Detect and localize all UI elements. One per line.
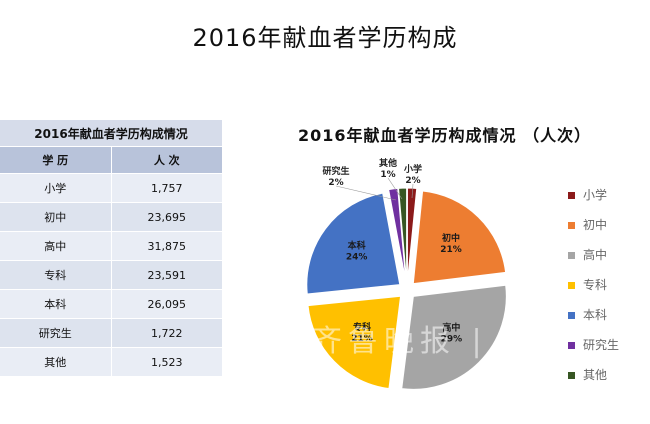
table-caption: 2016年献血者学历构成情况 [0,120,222,147]
data-label-1: 初中 21% [440,232,462,255]
legend-label: 其他 [583,368,608,382]
row-name: 本科 [0,289,112,319]
legend-swatch [568,282,575,289]
leader-line-2 [387,177,403,200]
legend-swatch [568,222,575,229]
column-header-count: 人 次 [111,146,222,174]
row-count: 23,591 [111,260,222,290]
pie-slice-4 [306,192,401,295]
column-header-education: 学 历 [0,146,112,174]
row-count: 1,523 [111,347,222,377]
table-row: 小学 1,757 [0,173,222,203]
slide-title: 2016年献血者学历构成 [192,24,458,52]
leader-line-0 [411,183,414,199]
legend-item: 小学 [568,186,607,204]
legend-item: 其他 [568,366,607,384]
row-name: 小学 [0,173,112,203]
row-count: 1,722 [111,318,222,348]
legend-swatch [568,342,575,349]
legend-label: 初中 [583,218,608,232]
data-label-4: 本科 24% [346,239,368,262]
row-count: 23,695 [111,202,222,232]
row-count: 26,095 [111,289,222,319]
pie-slice-5 [388,187,407,282]
data-label-5: 研究生 2% [322,165,349,188]
legend-item: 初中 [568,216,607,234]
row-name: 初中 [0,202,112,232]
table-row: 高中 31,875 [0,231,222,261]
legend-item: 研究生 [568,336,619,354]
leader-line-1 [335,185,397,201]
row-name: 高中 [0,231,112,261]
education-table: 2016年献血者学历构成情况 学 历 人 次 小学 1,757 初中 23,69… [0,120,222,377]
pie-slice-1 [412,190,507,285]
legend-label: 小学 [583,188,608,202]
pie-slice-0 [406,187,418,282]
pie-slice-3 [307,295,402,390]
legend-label: 研究生 [583,338,620,352]
row-name: 专科 [0,260,112,290]
legend-label: 高中 [583,248,608,262]
row-count: 1,757 [111,173,222,203]
chart-title: 2016年献血者学历构成情况 （人次） [298,126,592,145]
legend-label: 专科 [583,278,608,292]
table-row: 其他 1,523 [0,347,222,377]
row-name: 其他 [0,347,112,377]
table-row: 研究生 1,722 [0,318,222,348]
pie-slice-2 [401,284,507,390]
legend-item: 高中 [568,246,607,264]
row-name: 研究生 [0,318,112,348]
row-count: 31,875 [111,231,222,261]
data-label-2: 高中 29% [441,322,463,345]
legend-swatch [568,312,575,319]
legend-item: 本科 [568,306,607,324]
pie-slice-6 [398,187,408,282]
data-label-0: 小学 2% [403,163,422,186]
legend-swatch [568,372,575,379]
legend-item: 专科 [568,276,607,294]
table-row: 初中 23,695 [0,202,222,232]
data-label-6: 其他 1% [379,157,397,180]
legend-swatch [568,252,575,259]
data-label-3: 专科 21% [351,321,373,344]
legend-swatch [568,192,575,199]
table-row: 专科 23,591 [0,260,222,290]
table-row: 本科 26,095 [0,289,222,319]
legend-label: 本科 [583,308,608,322]
